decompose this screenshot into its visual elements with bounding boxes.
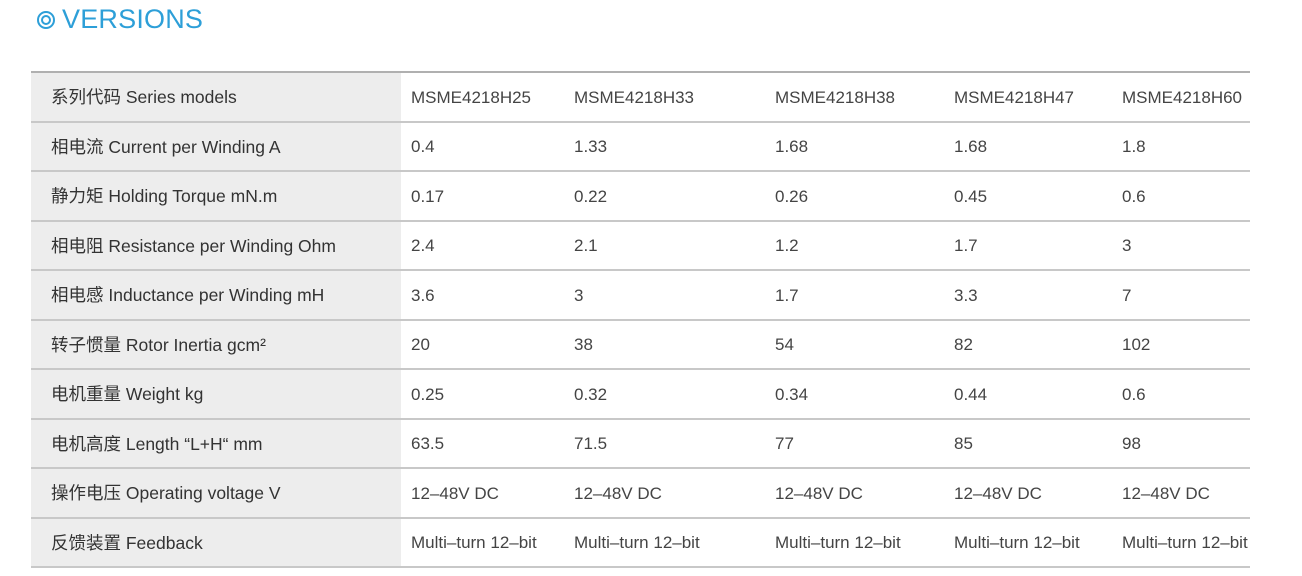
row-label: 操作电压 Operating voltage V — [31, 469, 401, 517]
table-cell: 0.22 — [574, 186, 608, 206]
table-cell: 0.34 — [775, 384, 809, 404]
row-label: 反馈装置 Feedback — [31, 518, 401, 566]
table-row: 操作电压 Operating voltage V 12–48V DC 12–48… — [31, 467, 1250, 517]
table-cell: 63.5 — [411, 434, 445, 454]
table-cell: 0.32 — [574, 384, 608, 404]
table-row: 相电流 Current per Winding A 0.4 1.33 1.68 … — [31, 120, 1250, 170]
table-cell: 1.7 — [954, 236, 978, 256]
table-cell: 0.6 — [1122, 186, 1146, 206]
table-cell: MSME4218H38 — [775, 87, 896, 107]
table-cell: 0.4 — [411, 137, 435, 157]
table-row: 静力矩 Holding Torque mN.m 0.17 0.22 0.26 0… — [31, 170, 1250, 220]
table-cell: MSME4218H60 — [1122, 87, 1243, 107]
table-cell: 3.6 — [411, 285, 435, 305]
double-circle-icon — [37, 10, 55, 29]
row-label: 相电感 Inductance per Winding mH — [31, 271, 401, 319]
row-label: 转子惯量 Rotor Inertia gcm² — [31, 320, 401, 368]
table-cell: 1.68 — [775, 137, 809, 157]
table-row: 相电感 Inductance per Winding mH 3.6 3 1.7 … — [31, 269, 1250, 319]
table-cell: 0.6 — [1122, 384, 1146, 404]
table-cell: 2.4 — [411, 236, 435, 256]
table-cell: 98 — [1122, 434, 1141, 454]
row-label: 系列代码 Series models — [31, 73, 401, 121]
table-cell: 1.68 — [954, 137, 988, 157]
table-cell: Multi–turn 12–bit — [574, 533, 700, 553]
table-cell: 12–48V DC — [574, 483, 662, 503]
table-cell: 0.17 — [411, 186, 445, 206]
table-cell: 2.1 — [574, 236, 598, 256]
section-title-text: VERSIONS — [62, 4, 204, 34]
table-row: 系列代码 Series models MSME4218H25 MSME4218H… — [31, 71, 1250, 121]
table-cell: 38 — [574, 335, 593, 355]
table-cell: MSME4218H33 — [574, 87, 695, 107]
table-cell: 3 — [574, 285, 584, 305]
table-cell: 12–48V DC — [775, 483, 863, 503]
section-title: VERSIONS — [36, 4, 203, 35]
table-row: 电机高度 Length “L+H“ mm 63.5 71.5 77 85 98 — [31, 417, 1250, 467]
table-cell: 12–48V DC — [411, 483, 499, 503]
versions-table: 系列代码 Series models MSME4218H25 MSME4218H… — [31, 71, 1250, 568]
table-cell: 1.33 — [574, 137, 608, 157]
row-label: 相电阻 Resistance per Winding Ohm — [31, 221, 401, 269]
table-cell: 1.7 — [775, 285, 799, 305]
table-cell: Multi–turn 12–bit — [954, 533, 1080, 553]
table-cell: 54 — [775, 335, 794, 355]
table-cell: 0.45 — [954, 186, 988, 206]
table-cell: Multi–turn 12–bit — [411, 533, 537, 553]
table-cell: 1.8 — [1122, 137, 1146, 157]
table-row: 转子惯量 Rotor Inertia gcm² 20 38 54 82 102 — [31, 318, 1250, 368]
table-cell: 0.26 — [775, 186, 809, 206]
row-label: 相电流 Current per Winding A — [31, 122, 401, 170]
row-label: 电机重量 Weight kg — [31, 370, 401, 418]
row-label: 静力矩 Holding Torque mN.m — [31, 172, 401, 220]
table-cell: 1.2 — [775, 236, 799, 256]
table-cell: 7 — [1122, 285, 1132, 305]
table-cell: Multi–turn 12–bit — [1122, 533, 1248, 553]
table-cell: 77 — [775, 434, 794, 454]
table-cell: 12–48V DC — [1122, 483, 1210, 503]
row-label: 电机高度 Length “L+H“ mm — [31, 419, 401, 467]
table-cell: MSME4218H25 — [411, 87, 532, 107]
table-cell: Multi–turn 12–bit — [775, 533, 901, 553]
table-cell: 12–48V DC — [954, 483, 1042, 503]
table-cell: 0.44 — [954, 384, 988, 404]
table-row: 电机重量 Weight kg 0.25 0.32 0.34 0.44 0.6 — [31, 368, 1250, 418]
table-cell: 0.25 — [411, 384, 445, 404]
table-cell: 71.5 — [574, 434, 608, 454]
table-row: 相电阻 Resistance per Winding Ohm 2.4 2.1 1… — [31, 219, 1250, 269]
table-cell: 102 — [1122, 335, 1151, 355]
table-cell: MSME4218H47 — [954, 87, 1075, 107]
table-cell: 3.3 — [954, 285, 978, 305]
table-cell: 20 — [411, 335, 430, 355]
table-cell: 3 — [1122, 236, 1132, 256]
table-row: 反馈装置 Feedback Multi–turn 12–bit Multi–tu… — [31, 516, 1250, 568]
table-cell: 85 — [954, 434, 973, 454]
table-cell: 82 — [954, 335, 973, 355]
